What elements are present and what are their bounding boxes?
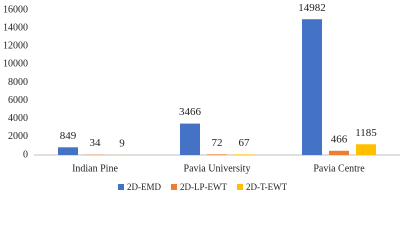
y-tick-label: 14000 xyxy=(3,22,28,33)
bar xyxy=(207,154,227,155)
legend-label: 2D-EMD xyxy=(127,182,161,192)
y-tick-label: 2000 xyxy=(8,131,28,142)
value-label: 67 xyxy=(239,137,251,149)
chart: 0 2000 4000 6000 8000 10000 12000 14000 16000 Ind… xyxy=(3,2,400,192)
legend-label: 2D-T-EWT xyxy=(246,182,288,192)
y-tick-label: 10000 xyxy=(3,59,28,70)
bar xyxy=(234,154,254,155)
legend-swatch xyxy=(118,184,124,190)
value-label: 466 xyxy=(331,133,348,145)
bar xyxy=(58,147,78,155)
y-tick-label: 6000 xyxy=(8,95,28,106)
value-label: 1185 xyxy=(355,127,377,139)
bar xyxy=(302,19,322,156)
x-tick-label: Pavia University xyxy=(184,163,251,174)
y-tick-label: 8000 xyxy=(8,77,28,88)
y-tick-label: 12000 xyxy=(3,41,28,52)
legend-label: 2D-LP-EWT xyxy=(180,182,227,192)
value-label: 3466 xyxy=(179,106,202,118)
x-tick-label: Indian Pine xyxy=(72,163,118,174)
value-label: 849 xyxy=(60,130,77,142)
value-label: 14982 xyxy=(298,2,326,14)
y-tick-label: 0 xyxy=(23,149,28,160)
y-tick-label: 4000 xyxy=(8,113,28,124)
bar xyxy=(180,123,200,155)
value-label: 9 xyxy=(119,137,125,149)
value-label: 72 xyxy=(212,137,223,149)
bar xyxy=(329,150,349,155)
bar xyxy=(356,144,376,155)
y-tick-label: 16000 xyxy=(3,4,28,15)
value-label: 34 xyxy=(90,137,102,149)
legend-swatch xyxy=(171,184,177,190)
x-tick-label: Pavia Centre xyxy=(313,163,365,174)
legend-swatch xyxy=(237,184,243,190)
